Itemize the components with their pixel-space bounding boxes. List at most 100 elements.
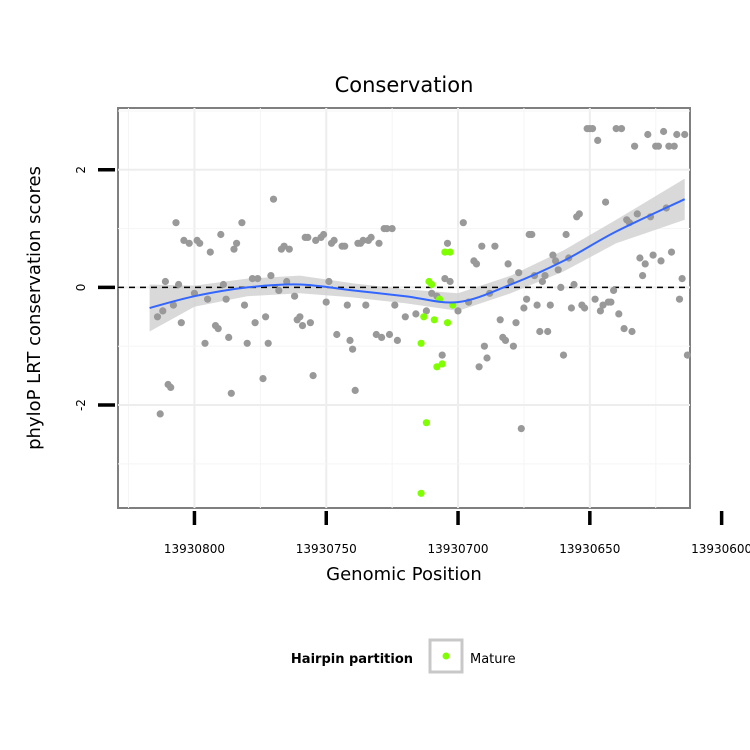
chart-title: Conservation: [335, 73, 474, 97]
x-axis: 13930800 13930750 13930700 13930650 13930600: [164, 511, 750, 556]
point-other: [536, 327, 544, 336]
point-other: [251, 319, 259, 327]
point-other: [443, 239, 452, 247]
point-other: [217, 230, 225, 239]
point-other: [670, 142, 678, 150]
point-other: [383, 225, 391, 233]
point-mature: [438, 360, 446, 368]
point-other: [554, 266, 562, 274]
point-other: [581, 304, 589, 312]
point-other: [225, 333, 233, 341]
point-mature: [433, 363, 441, 371]
point-other: [267, 272, 275, 280]
point-other: [248, 275, 256, 283]
point-other: [491, 242, 499, 250]
x-tick-label: 13930700: [427, 542, 488, 556]
x-tick-label: 13930600: [691, 542, 750, 556]
point-other: [264, 339, 272, 347]
point-other: [243, 339, 251, 347]
point-other: [291, 292, 299, 300]
point-other: [523, 295, 531, 303]
point-other: [172, 219, 180, 227]
point-other: [660, 127, 668, 136]
point-other: [667, 248, 676, 256]
smooth-line: [149, 198, 686, 309]
point-other: [388, 225, 396, 233]
point-mature: [428, 280, 436, 289]
point-other: [454, 307, 462, 315]
point-other: [478, 242, 486, 250]
point-other: [254, 275, 262, 283]
point-other: [515, 269, 523, 277]
data-points: [153, 125, 692, 497]
point-other: [153, 313, 162, 321]
point-other: [665, 142, 673, 150]
point-other: [333, 330, 341, 339]
point-other: [177, 319, 185, 327]
point-other: [602, 198, 610, 206]
point-other: [657, 257, 665, 265]
point-other: [617, 125, 626, 133]
point-other: [185, 239, 193, 247]
point-other: [636, 254, 644, 262]
point-other: [538, 277, 547, 286]
point-other: [285, 245, 293, 253]
point-other: [475, 363, 483, 371]
point-other: [610, 286, 618, 294]
point-other: [325, 277, 333, 286]
point-other: [401, 313, 409, 321]
plot-panel: [117, 107, 692, 509]
point-other: [167, 383, 175, 391]
y-tick-label: 0: [74, 284, 88, 292]
legend-mature-dot: [442, 652, 450, 660]
point-other: [591, 295, 599, 303]
point-other: [346, 336, 354, 344]
point-other: [567, 304, 576, 312]
point-other: [262, 313, 270, 321]
y-axis-title: phyloP LRT conservation scores: [24, 166, 45, 450]
point-other: [214, 325, 222, 333]
y-tick-label: 2: [74, 166, 88, 174]
point-other: [393, 336, 401, 344]
point-other: [375, 239, 383, 247]
point-other: [298, 322, 307, 330]
point-other: [275, 286, 283, 294]
point-other: [180, 236, 188, 244]
point-other: [283, 277, 291, 286]
point-other: [607, 298, 615, 306]
x-tick-label: 13930650: [559, 542, 620, 556]
point-other: [219, 280, 227, 289]
point-other: [222, 295, 230, 303]
point-other: [683, 351, 692, 359]
point-other: [483, 354, 491, 362]
point-other: [575, 210, 583, 218]
point-other: [559, 351, 568, 359]
point-other: [391, 301, 399, 309]
point-other: [552, 257, 560, 265]
smooth-curve: [149, 198, 686, 309]
point-other: [639, 272, 647, 280]
point-other: [175, 280, 183, 289]
point-other: [649, 251, 657, 259]
point-other: [517, 425, 525, 433]
point-other: [169, 301, 177, 309]
point-other: [496, 316, 504, 324]
point-other: [641, 260, 649, 268]
point-other: [259, 375, 267, 383]
point-other: [588, 125, 597, 133]
x-tick-label: 13930750: [296, 542, 357, 556]
point-mature: [443, 319, 452, 327]
point-other: [269, 195, 278, 203]
point-other: [367, 233, 375, 241]
point-other: [620, 325, 628, 333]
point-other: [528, 230, 536, 239]
confidence-ribbon: [149, 178, 685, 332]
point-other: [322, 298, 330, 306]
point-mature: [446, 248, 454, 256]
legend-title: Hairpin partition: [291, 652, 413, 667]
point-other: [233, 239, 241, 247]
point-other: [681, 130, 689, 139]
point-mature: [417, 489, 425, 497]
point-other: [512, 319, 520, 327]
